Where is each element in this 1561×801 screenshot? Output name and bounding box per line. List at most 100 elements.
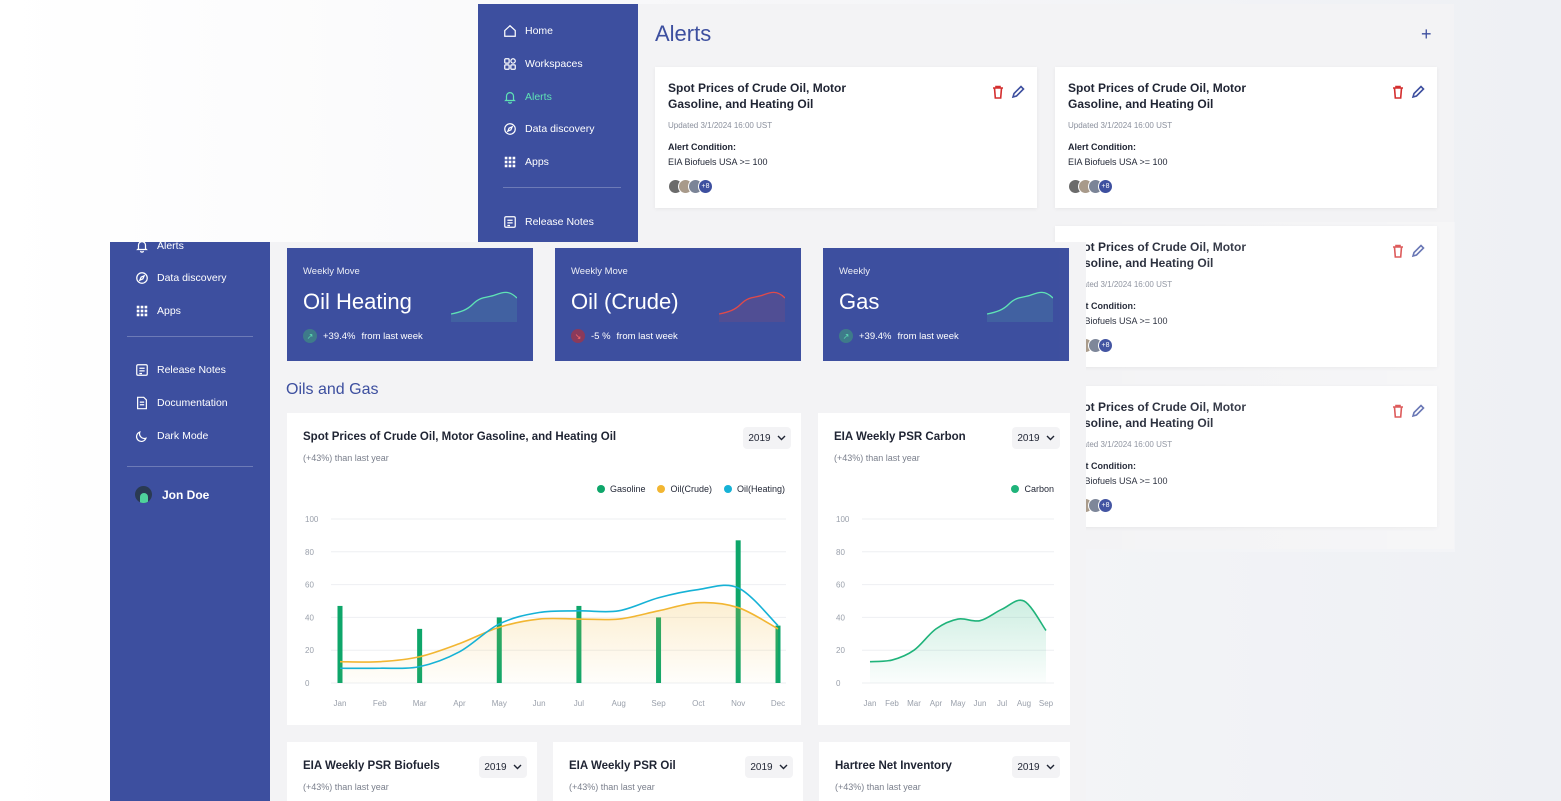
year-select[interactable]: 2019: [1012, 427, 1060, 449]
sidebar-item-label: Alerts: [157, 242, 184, 252]
chart-panel-hartree: Hartree Net Inventory (+43%) than last y…: [819, 742, 1070, 801]
alert-condition-label: Alert Condition:: [1068, 301, 1136, 311]
grid-icon: [504, 156, 516, 168]
y-tick-label: 100: [305, 515, 319, 524]
trend-up-icon: ↗: [839, 329, 853, 343]
kpi-card-gas[interactable]: Weekly Gas ↗ +39.4% from last week: [823, 248, 1069, 361]
chart-legend: Gasoline Oil(Crude) Oil(Heating): [596, 484, 785, 494]
sidebar-item-workspaces[interactable]: Workspaces: [503, 57, 583, 71]
x-tick-label: Sep: [1039, 699, 1054, 708]
compass-icon: [136, 272, 148, 284]
bar-gasoline-jan: [337, 605, 343, 683]
sidebar-item-data-discovery[interactable]: Data discovery: [503, 122, 594, 136]
kpi-label: Weekly Move: [571, 266, 628, 277]
y-tick-label: 0: [305, 679, 310, 688]
avatar-group[interactable]: +8: [1068, 179, 1113, 194]
kpi-card-oil-crude[interactable]: Weekly Move Oil (Crude) ↘ -5 % from last…: [555, 248, 801, 361]
legend-item[interactable]: Oil(Heating): [723, 484, 785, 494]
alert-condition: EIA Biofuels USA >= 100: [1068, 157, 1168, 167]
y-tick-label: 40: [305, 613, 314, 622]
alert-title: Spot Prices of Crude Oil, Motor Gasoline…: [1068, 240, 1247, 270]
pencil-icon[interactable]: [1411, 85, 1425, 99]
kpi-change-value: +39.4%: [323, 330, 356, 342]
trash-icon[interactable]: [992, 85, 1004, 99]
kpi-change-suffix: from last week: [361, 330, 423, 342]
legend-swatch: [1011, 485, 1020, 493]
compass-icon: [504, 123, 516, 135]
trash-icon[interactable]: [1392, 85, 1404, 99]
avatar-group[interactable]: +8: [668, 179, 713, 194]
carbon-chart: 0 20 40 60 80 100 Jan Feb Mar Apr May Jun Jul Aug Sep: [836, 515, 1054, 708]
kpi-change: ↗ +39.4% from last week: [303, 329, 423, 343]
grid-icon: [136, 305, 148, 317]
year-select[interactable]: 2019: [479, 756, 527, 778]
year-select[interactable]: 2019: [743, 427, 791, 449]
sidebar-item-dark-mode[interactable]: Dark Mode: [135, 429, 208, 443]
chevron-down-icon: [513, 764, 522, 770]
y-tick-label: 40: [836, 613, 845, 622]
pencil-icon[interactable]: [1011, 85, 1025, 99]
alert-title: Spot Prices of Crude Oil, Motor Gasoline…: [1068, 400, 1247, 430]
legend-label: Oil(Heating): [736, 484, 785, 494]
y-tick-label: 80: [836, 548, 845, 557]
sidebar-item-apps[interactable]: Apps: [135, 304, 181, 318]
alert-card[interactable]: Spot Prices of Crude Oil, Motor Gasoline…: [655, 67, 1037, 208]
notes-icon: [136, 364, 148, 376]
kpi-change-suffix: from last week: [897, 330, 959, 342]
alert-updated: Updated 3/1/2024 16:00 UST: [1068, 280, 1173, 289]
x-tick-label: Aug: [612, 699, 626, 708]
trend-up-icon: ↗: [303, 329, 317, 343]
kpi-change: ↘ -5 % from last week: [571, 329, 678, 343]
spot-prices-chart: 0 20 40 60 80 100 Jan Feb Mar Apr May Jun Jul Aug Sep O…: [305, 515, 786, 708]
panel-subtitle: (+43%) than last year: [303, 782, 389, 792]
sidebar-item-home[interactable]: Home: [503, 24, 553, 38]
sidebar-item-apps[interactable]: Apps: [503, 155, 549, 169]
avatar-more-count: +8: [1098, 338, 1113, 353]
alert-card[interactable]: Spot Prices of Crude Oil, Motor Gasoline…: [1055, 226, 1437, 367]
kpi-card-oil-heating[interactable]: Weekly Move Oil Heating ↗ +39.4% from la…: [287, 248, 533, 361]
kpi-change-value: +39.4%: [859, 330, 892, 342]
x-tick-label: May: [950, 699, 965, 708]
home-icon: [504, 24, 516, 37]
sidebar-item-release-notes[interactable]: Release Notes: [503, 215, 594, 229]
user-profile[interactable]: Jon Doe: [135, 486, 209, 503]
pencil-icon[interactable]: [1411, 404, 1425, 418]
alert-card[interactable]: Spot Prices of Crude Oil, Motor Gasoline…: [1055, 67, 1437, 208]
alert-condition-label: Alert Condition:: [1068, 142, 1136, 152]
chevron-down-icon: [1046, 435, 1055, 441]
panel-subtitle: (+43%) than last year: [834, 453, 920, 463]
legend-item[interactable]: Carbon: [1011, 484, 1054, 494]
legend-item[interactable]: Gasoline: [596, 484, 646, 494]
year-select[interactable]: 2019: [1012, 756, 1060, 778]
pencil-icon[interactable]: [1411, 244, 1425, 258]
alert-card[interactable]: Spot Prices of Crude Oil, Motor Gasoline…: [1055, 386, 1437, 527]
avatar-more-count: +8: [698, 179, 713, 194]
user-name: Jon Doe: [162, 487, 210, 502]
sidebar-item-release-notes[interactable]: Release Notes: [135, 363, 226, 377]
x-tick-label: Apr: [453, 699, 466, 708]
y-tick-label: 20: [836, 646, 845, 655]
x-tick-label: May: [492, 699, 507, 708]
sidebar-item-alerts[interactable]: Alerts: [503, 90, 552, 104]
sidebar-item-alerts[interactable]: Alerts: [135, 242, 184, 253]
kpi-change-suffix: from last week: [616, 330, 678, 342]
y-tick-label: 80: [305, 548, 314, 557]
sidebar-divider: [127, 466, 253, 467]
year-select[interactable]: 2019: [745, 756, 793, 778]
section-title: Oils and Gas: [286, 381, 379, 398]
sidebar-item-documentation[interactable]: Documentation: [135, 396, 228, 410]
legend-item[interactable]: Oil(Crude): [657, 484, 712, 494]
kpi-change-value: -5 %: [591, 330, 611, 342]
trash-icon[interactable]: [1392, 404, 1404, 418]
x-tick-label: Jul: [574, 699, 584, 708]
x-tick-label: Apr: [930, 699, 943, 708]
kpi-value: Oil (Crude): [571, 289, 679, 314]
panel-subtitle: (+43%) than last year: [835, 782, 921, 792]
year-select-value: 2019: [748, 432, 771, 444]
area-fill-carbon: [870, 600, 1046, 683]
sidebar-item-data-discovery[interactable]: Data discovery: [135, 271, 226, 285]
add-alert-button[interactable]: +: [1421, 24, 1432, 44]
legend-label: Gasoline: [609, 484, 646, 494]
trash-icon[interactable]: [1392, 244, 1404, 258]
y-tick-label: 20: [305, 646, 314, 655]
